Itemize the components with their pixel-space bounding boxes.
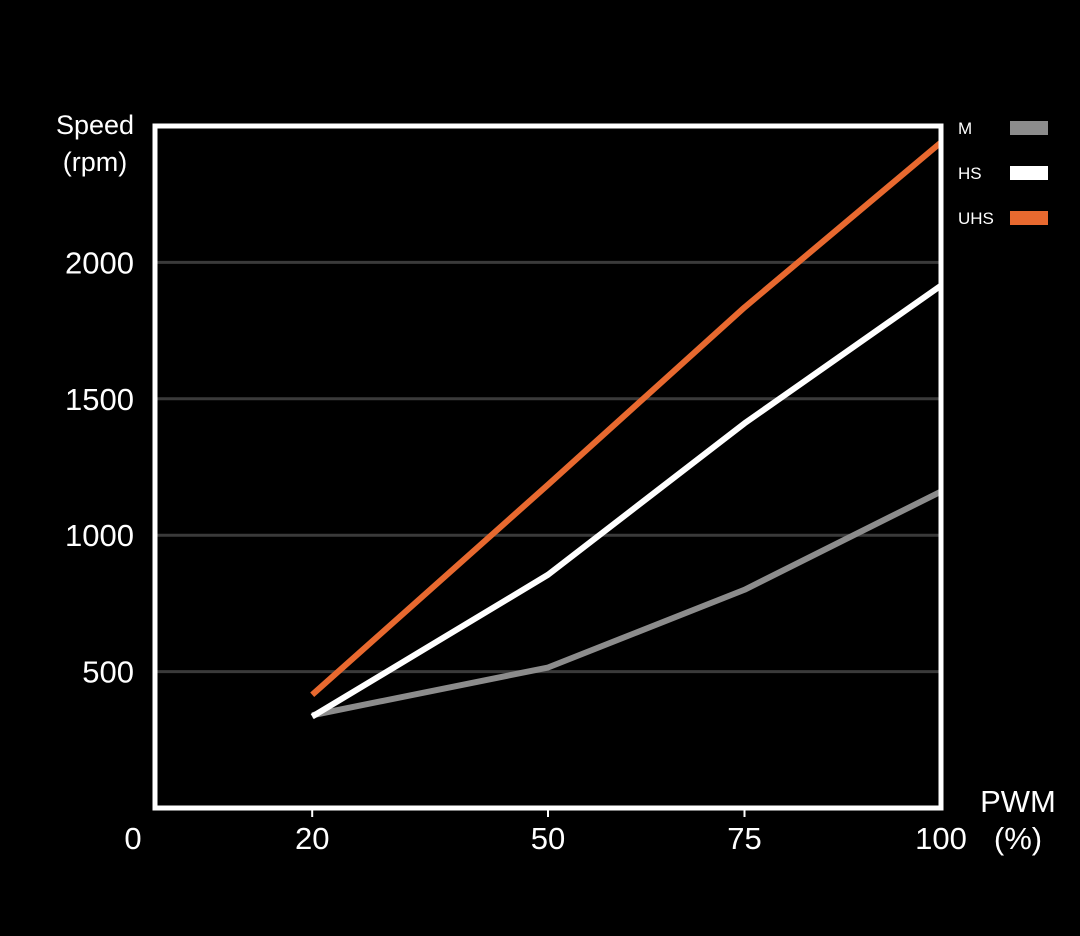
series-line-uhs (310, 140, 943, 698)
plot-frame (152, 123, 944, 811)
grid-lines (155, 260, 941, 674)
x-tick-label: 100 (915, 821, 967, 856)
legend: M HS UHS (958, 119, 1048, 228)
y-axis-label-line-1: Speed (56, 110, 134, 140)
legend-label-hs: HS (958, 164, 982, 183)
y-tick-label: 1500 (65, 382, 134, 417)
legend-swatch-hs (1010, 166, 1048, 180)
x-axis-label-line-2: (%) (994, 821, 1042, 856)
x-tick-label: 0 (124, 821, 141, 856)
x-axis-ticks: 0 20 50 75 100 (124, 808, 967, 856)
y-tick-label: 500 (82, 655, 134, 690)
series-line-hs (310, 283, 943, 720)
y-tick-label: 2000 (65, 245, 134, 280)
series-lines (310, 140, 943, 720)
x-tick-label: 50 (531, 821, 565, 856)
y-axis-label-line-2: (rpm) (63, 147, 127, 177)
x-tick-label: 20 (295, 821, 329, 856)
y-axis-ticks: 500 1000 1500 2000 (65, 245, 134, 689)
series-line-m (311, 488, 943, 719)
x-axis-label-line-1: PWM (980, 784, 1056, 819)
legend-swatch-uhs (1010, 211, 1048, 225)
y-tick-label: 1000 (65, 518, 134, 553)
y-axis-label: Speed (rpm) (56, 110, 134, 177)
legend-label-m: M (958, 119, 972, 138)
x-axis-label: PWM (%) (980, 784, 1056, 856)
legend-label-uhs: UHS (958, 209, 994, 228)
legend-swatch-m (1010, 121, 1048, 135)
x-tick-label: 75 (727, 821, 761, 856)
